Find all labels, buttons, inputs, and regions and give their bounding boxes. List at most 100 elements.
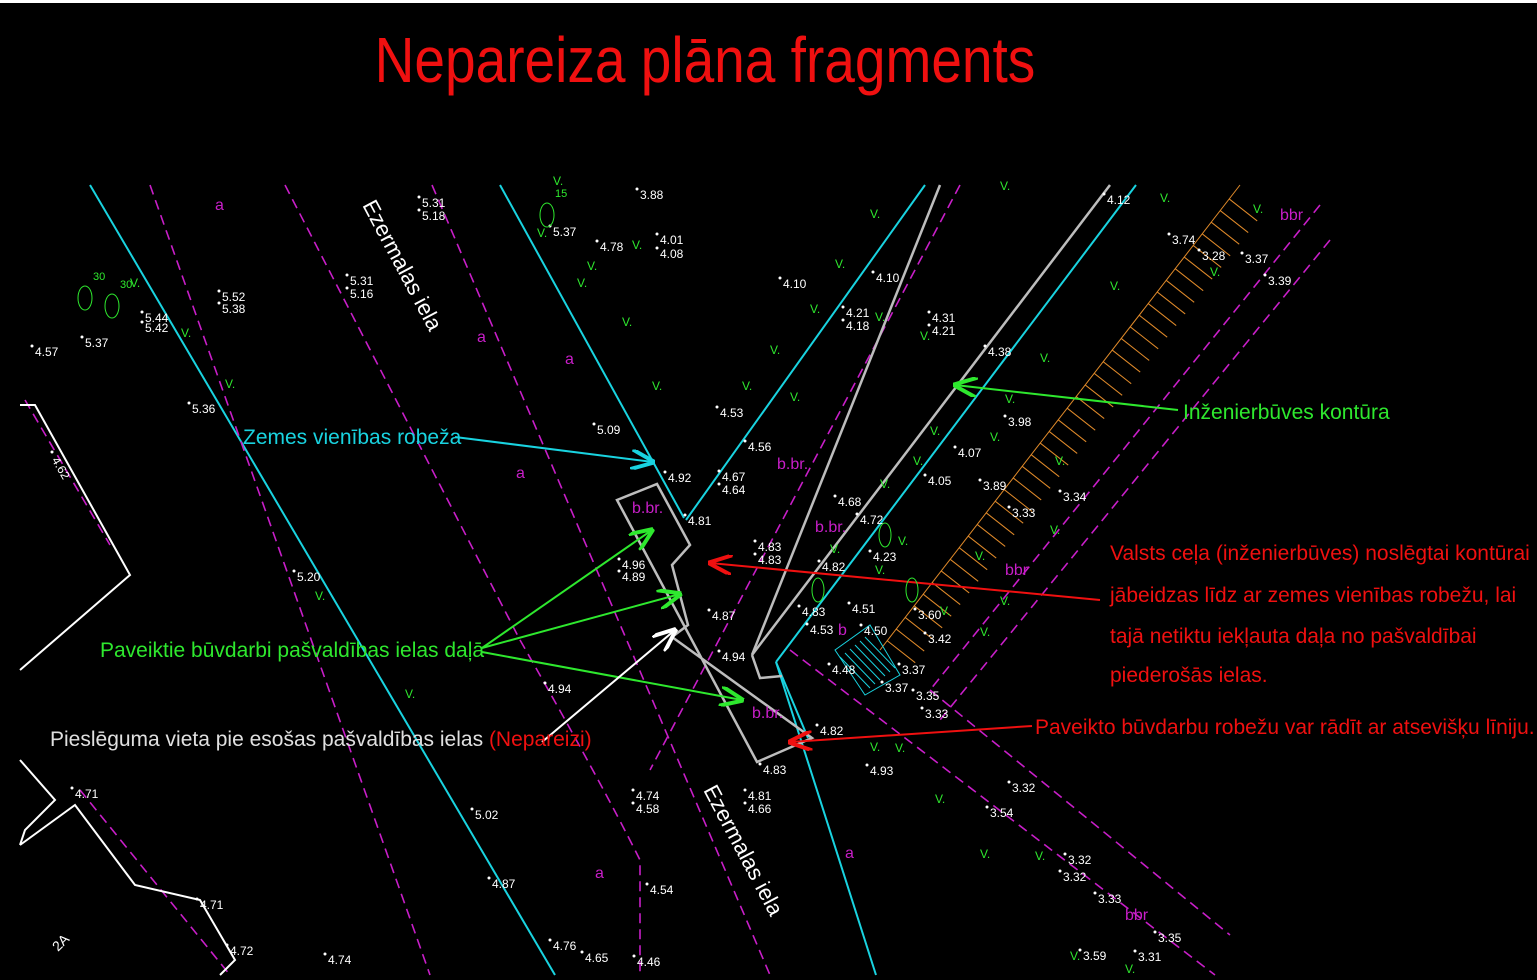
land-use-label: bbr	[1280, 207, 1304, 224]
vegetation-mark: V.	[1070, 949, 1080, 963]
elevation-label: 4.38	[988, 345, 1012, 359]
vegetation-mark: V.	[742, 379, 752, 393]
survey-point	[1264, 274, 1267, 277]
vegetation-mark: V.	[980, 625, 990, 639]
land-use-label: b.br.	[777, 456, 808, 473]
survey-point	[596, 240, 599, 243]
survey-point	[632, 789, 635, 792]
elevation-label: 3.32	[1063, 870, 1087, 884]
survey-point	[1008, 781, 1011, 784]
elevation-label: 5.31	[422, 196, 446, 210]
elevation-label: 4.83	[758, 553, 782, 567]
elevation-label: 4.83	[758, 540, 782, 554]
elevation-label: 3.98	[1008, 415, 1032, 429]
elevation-label: 3.60	[918, 608, 942, 622]
annotation: Paveiktie būvdarbi pašvaldības ielas daļ…	[100, 639, 484, 662]
vegetation-mark: V.	[835, 257, 845, 271]
elevation-label: 4.76	[553, 939, 577, 953]
elevation-label: 4.08	[660, 247, 684, 261]
elevation-label: 3.33	[1098, 892, 1122, 906]
survey-point	[912, 689, 915, 692]
vegetation-mark: V.	[1055, 454, 1065, 468]
elevation-label: 4.66	[748, 802, 772, 816]
vegetation-mark: V.	[1160, 191, 1170, 205]
elevation-label: 4.07	[958, 446, 982, 460]
survey-point	[636, 188, 639, 191]
survey-point	[418, 209, 421, 212]
vegetation-mark: V.	[1253, 202, 1263, 216]
elevation-label: 4.21	[932, 324, 956, 338]
survey-point	[759, 763, 762, 766]
survey-point	[779, 277, 782, 280]
elevation-label: 5.31	[350, 274, 374, 288]
survey-point	[866, 764, 869, 767]
survey-point	[898, 663, 901, 666]
elevation-label: 3.88	[640, 188, 664, 202]
elevation-label: 3.33	[1012, 506, 1036, 520]
vegetation-mark: V.	[181, 326, 191, 340]
vegetation-mark: V.	[577, 276, 587, 290]
annotation: jābeidzas līdz ar zemes vienības robežu,…	[1109, 584, 1516, 607]
survey-point	[346, 274, 349, 277]
survey-point	[718, 650, 721, 653]
survey-point	[718, 483, 721, 486]
survey-point	[71, 787, 74, 790]
survey-point	[618, 570, 621, 573]
elevation-label: 4.87	[712, 609, 736, 623]
elevation-label: 4.50	[864, 624, 888, 638]
vegetation-mark: V.	[930, 424, 940, 438]
survey-point	[744, 789, 747, 792]
vegetation-mark: V.	[1035, 849, 1045, 863]
survey-point	[226, 944, 229, 947]
vegetation-mark: V.	[130, 276, 140, 290]
elevation-label: 4.57	[35, 345, 59, 359]
vegetation-mark: V.	[920, 329, 930, 343]
survey-point	[418, 196, 421, 199]
vegetation-mark: V.	[990, 430, 1000, 444]
elevation-label: 3.35	[916, 689, 940, 703]
survey-point	[1094, 892, 1097, 895]
annotation: piederošās ielas.	[1110, 664, 1268, 687]
vegetation-mark: V.	[770, 343, 780, 357]
elevation-label: 4.93	[870, 764, 894, 778]
survey-point	[633, 955, 636, 958]
tree-label: 15	[555, 188, 567, 200]
survey-point	[954, 446, 957, 449]
survey-point	[1064, 853, 1067, 856]
vegetation-mark: V.	[1000, 179, 1010, 193]
vegetation-mark: V.	[935, 792, 945, 806]
elevation-label: 4.89	[622, 570, 646, 584]
elevation-label: 4.10	[876, 271, 900, 285]
survey-point	[218, 302, 221, 305]
survey-point	[51, 451, 54, 454]
vegetation-mark: V.	[895, 741, 905, 755]
elevation-label: 4.87	[492, 877, 516, 891]
elevation-label: 4.64	[722, 483, 746, 497]
vegetation-mark: V.	[652, 379, 662, 393]
vegetation-mark: V.	[587, 259, 597, 273]
survey-point	[346, 287, 349, 290]
survey-point	[656, 247, 659, 250]
annotation: Paveikto būvdarbu robežu var rādīt ar at…	[1035, 716, 1535, 739]
survey-point	[798, 605, 801, 608]
survey-point	[881, 681, 884, 684]
land-use-label: a	[477, 329, 486, 346]
elevation-label: 4.46	[637, 955, 661, 969]
survey-point	[869, 550, 872, 553]
survey-point	[141, 311, 144, 314]
elevation-label: 4.92	[668, 471, 692, 485]
elevation-label: 4.68	[838, 495, 862, 509]
elevation-label: 5.20	[297, 570, 321, 584]
elevation-label: 3.35	[1158, 931, 1182, 945]
survey-point	[593, 423, 596, 426]
elevation-label: 3.37	[902, 663, 926, 677]
vegetation-mark: V.	[632, 238, 642, 252]
annotation: Valsts ceļa (inženierbūves) noslēgtai ko…	[1110, 542, 1530, 565]
elevation-label: 4.18	[846, 319, 870, 333]
elevation-label: 4.83	[763, 763, 787, 777]
survey-point	[914, 608, 917, 611]
vegetation-mark: V.	[1210, 265, 1220, 279]
survey-point	[81, 336, 84, 339]
survey-point	[716, 406, 719, 409]
survey-point	[196, 898, 199, 901]
